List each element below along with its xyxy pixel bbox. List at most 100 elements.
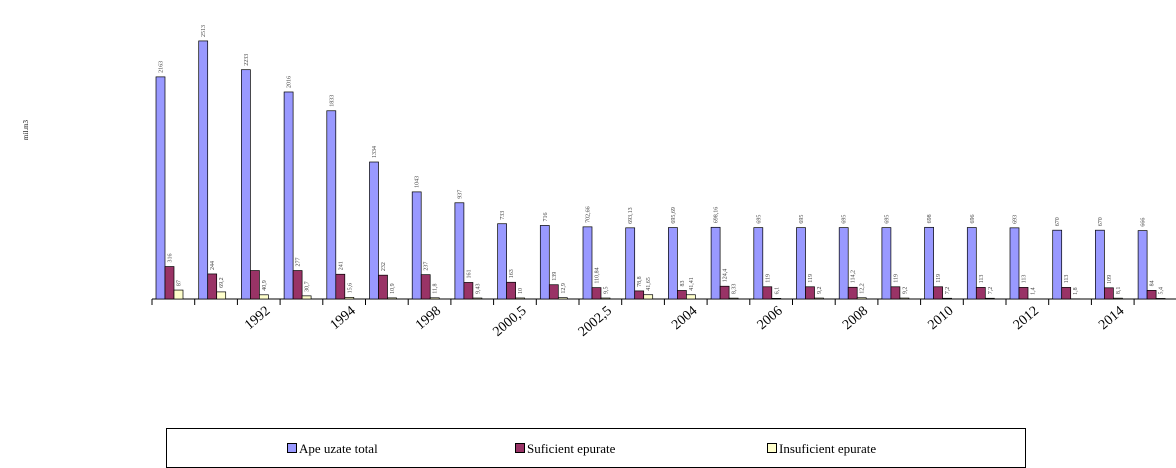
legend-label-insuficient: Insuficient epurate [779, 441, 877, 456]
bar-insuficient [301, 295, 312, 300]
data-label: 316 [168, 254, 174, 263]
chart: 2163 316 87 2513 244 69,2 2233 40,9 2016 277 30,7 1… [151, 25, 1176, 340]
bar-total [1009, 227, 1020, 300]
bar-total [924, 226, 934, 300]
data-label: 241 [338, 261, 344, 270]
data-label: 695 [756, 215, 762, 224]
x-tick-label: 1992 [242, 304, 273, 333]
data-label: 161 [466, 269, 472, 278]
legend-swatch-suficient [515, 443, 525, 453]
bar-insuficient [173, 289, 184, 300]
data-label: 119 [893, 274, 899, 283]
bar-suficient [890, 286, 901, 300]
x-tick-label: 1994 [328, 304, 359, 333]
bar-total [497, 223, 507, 300]
bar-insuficient [856, 297, 867, 300]
bar-insuficient [387, 297, 397, 300]
bar-insuficient [472, 297, 483, 300]
data-label: 15,6 [347, 283, 353, 294]
data-label: 6,1 [774, 287, 780, 295]
bar-suficient [335, 273, 346, 300]
bar-suficient [805, 286, 815, 300]
bar-insuficient [643, 294, 654, 300]
data-label: 2163 [159, 61, 165, 73]
bar-insuficient [515, 297, 525, 300]
data-label: 1,4 [1031, 287, 1037, 295]
bar-suficient [250, 270, 260, 300]
bar-suficient [933, 286, 943, 300]
data-label: 670 [1055, 217, 1061, 226]
bar-insuficient [600, 297, 611, 300]
data-label: 11,8 [433, 284, 439, 294]
bar-suficient [719, 285, 730, 300]
data-label: 1334 [372, 146, 378, 158]
data-label: 119 [765, 274, 771, 283]
data-label: 10,9 [390, 283, 396, 294]
bar-suficient [1146, 290, 1157, 300]
bar-total [710, 226, 721, 300]
x-tick-label: 2002,5 [576, 304, 615, 340]
bar-suficient [420, 274, 431, 300]
data-label: 83 [680, 280, 686, 286]
data-label: 69,2 [219, 277, 225, 288]
legend: Ape uzate total Suficient epurate Insufi… [166, 428, 1026, 468]
bar-suficient [975, 287, 986, 300]
data-label: 9,5 [604, 287, 610, 295]
data-label: 693 [1013, 215, 1019, 224]
bar-insuficient [259, 294, 269, 300]
bar-suficient [548, 284, 559, 300]
data-label: 237 [424, 262, 430, 271]
data-label: 87 [177, 280, 183, 286]
bar-total [369, 161, 379, 300]
bar-total [155, 76, 166, 300]
bar-insuficient [1155, 298, 1166, 300]
data-label: 1,8 [1073, 287, 1079, 295]
data-label: 30,7 [305, 281, 311, 292]
data-label: 702,66 [586, 206, 592, 223]
data-label: 2513 [201, 25, 207, 37]
data-label: 693,13 [628, 207, 634, 224]
bar-total [283, 91, 294, 300]
bar-suficient [1104, 287, 1114, 300]
data-label: 244 [210, 261, 216, 270]
bar-insuficient [984, 297, 995, 300]
bar-insuficient [557, 297, 568, 300]
bar-insuficient [728, 297, 739, 300]
bar-suficient [634, 290, 645, 300]
bar-total [411, 191, 422, 300]
bar-total [582, 226, 593, 300]
bar-total [753, 227, 764, 300]
data-label: 110,84 [595, 267, 601, 283]
bar-insuficient [344, 297, 355, 300]
bar-total [966, 227, 977, 300]
data-label: 114,2 [851, 270, 857, 283]
bar-insuficient [216, 291, 227, 300]
bar-suficient [762, 286, 773, 300]
data-label: 113 [1064, 275, 1070, 284]
data-label: 666 [1141, 218, 1147, 227]
x-tick-label: 2006 [755, 304, 786, 333]
data-label: 9,2 [817, 287, 823, 295]
bar-suficient [1018, 287, 1029, 300]
bar-total [1052, 229, 1063, 300]
bar-suficient [292, 270, 303, 300]
bar-total [838, 227, 849, 300]
data-label: 7,2 [988, 287, 994, 295]
data-label: 9,2 [902, 287, 908, 295]
data-label: 1043 [415, 176, 421, 188]
bar-total [1095, 229, 1105, 300]
data-label: 698,16 [714, 207, 720, 224]
bar-insuficient [429, 297, 440, 300]
data-label: 12,2 [860, 283, 866, 294]
x-tick-label: 1998 [413, 304, 444, 333]
bar-total [1137, 230, 1148, 300]
legend-item-total: Ape uzate total [287, 441, 378, 457]
data-label: 695,69 [671, 207, 677, 224]
bar-suficient [506, 281, 516, 300]
data-label: 139 [552, 272, 558, 281]
data-label: 670 [1098, 217, 1104, 226]
data-label: 10 [518, 288, 524, 294]
data-label: 163 [509, 269, 515, 278]
y-axis-label: mil.m3 [22, 119, 30, 140]
bar-total [454, 202, 465, 300]
